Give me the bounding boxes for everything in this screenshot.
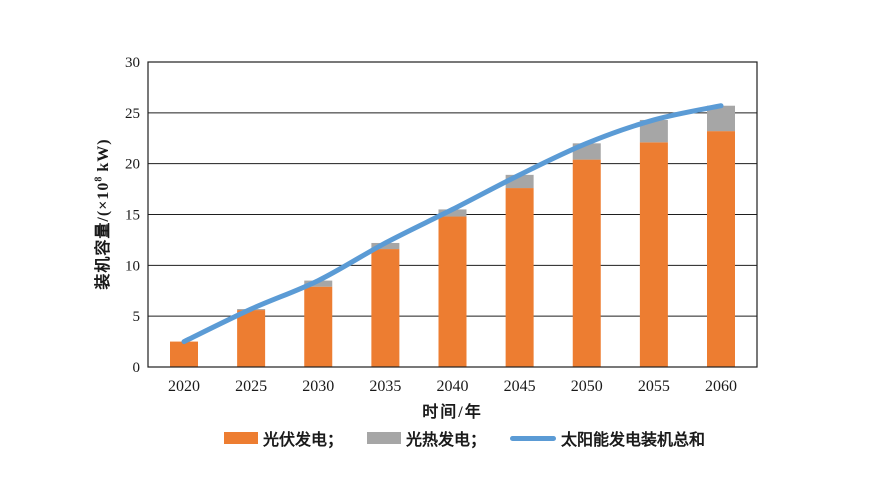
bar-pv-2045 [505, 188, 534, 367]
x-tick-label: 2060 [705, 378, 737, 395]
csp-swatch-icon [367, 432, 402, 444]
bar-pv-2035 [371, 249, 400, 367]
x-tick-label: 2045 [504, 378, 536, 395]
x-axis-title: 时间/年 [422, 404, 483, 421]
bar-pv-2060 [707, 131, 735, 367]
x-tick-label: 2050 [571, 378, 603, 395]
plot-border [147, 61, 758, 368]
x-tick-label: 2025 [235, 378, 267, 395]
legend: 光伏发电； 光热发电； 太阳能发电装机总和 [224, 426, 705, 450]
bar-pv-2020 [170, 341, 198, 367]
bar-csp-2035 [371, 242, 400, 250]
bar-pv-2040 [438, 216, 467, 367]
legend-label-total: 太阳能发电装机总和 [561, 432, 706, 449]
pv-swatch-icon [224, 432, 258, 444]
y-tick-label: 0 [133, 360, 141, 376]
bar-csp-2040 [438, 209, 467, 217]
legend-item-pv: 光伏发电； [224, 426, 343, 450]
bar-csp-2055 [639, 119, 668, 143]
x-tick-label: 2020 [168, 378, 200, 395]
y-tick-label: 25 [125, 106, 140, 122]
x-tick-label: 2030 [302, 378, 334, 395]
y-axis-title-superscript: 8 [93, 176, 105, 182]
y-axis-title: 装机容量/(×108 kW) [89, 138, 113, 289]
legend-item-total: 太阳能发电装机总和 [510, 426, 705, 450]
bar-pv-2025 [237, 310, 266, 367]
y-tick-label: 5 [133, 309, 141, 325]
legend-label-pv: 光伏发电； [263, 432, 344, 449]
bar-pv-2055 [639, 142, 668, 367]
y-tick-label: 15 [125, 208, 140, 224]
y-tick-label: 30 [125, 55, 140, 71]
y-axis-title-text: 装机容量/(×10 [95, 181, 112, 290]
bar-pv-2050 [572, 159, 601, 367]
x-tick-label: 2040 [437, 378, 469, 395]
y-tick-label: 20 [125, 157, 140, 173]
legend-label-csp: 光热发电； [406, 432, 487, 449]
total-line-swatch-icon [510, 435, 557, 441]
y-tick-label: 10 [125, 258, 140, 274]
x-tick-label: 2035 [369, 378, 401, 395]
bar-csp-2030 [304, 280, 333, 287]
x-tick-label: 2055 [638, 378, 670, 395]
y-axis-title-unit: kW) [95, 138, 112, 177]
legend-item-csp: 光热发电； [367, 426, 486, 450]
bar-pv-2030 [304, 286, 333, 367]
total-line [181, 103, 724, 345]
